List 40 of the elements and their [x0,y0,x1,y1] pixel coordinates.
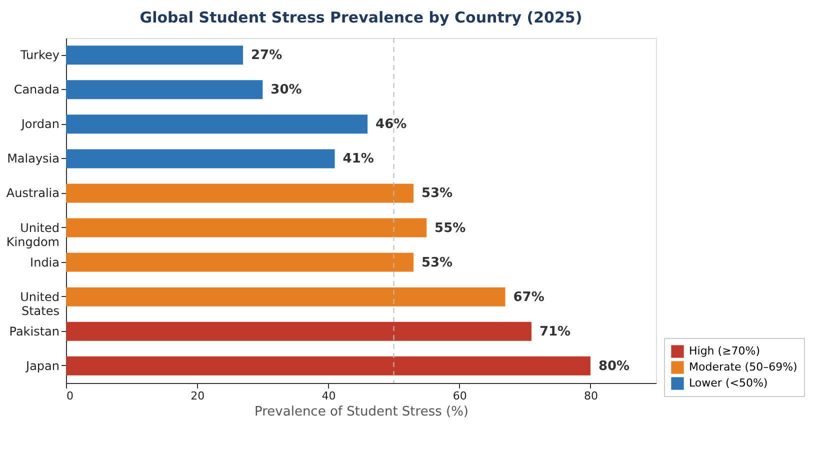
legend-label: High (≥70%) [689,344,760,358]
text: 67% [513,290,544,305]
bar [66,287,506,306]
bar [66,46,243,65]
text: 53% [421,186,453,202]
text: 80% [598,358,630,374]
y-tick-label: Japan [25,358,60,373]
x-axis-title: Prevalence of Student Stress (%) [254,404,469,420]
y-tick-label: United Kingdom [6,220,60,249]
text: 41% [342,152,374,167]
y-tick-label: United States [20,290,60,318]
bar [66,322,532,341]
y-tick-label: Canada [14,82,60,97]
y-tick-label: Malaysia [7,152,60,166]
y-tick-label: Australia [6,186,60,200]
bar [66,149,335,168]
y-tick-label: Pakistan [9,324,60,338]
y-tick-label: India [30,255,60,270]
bar [66,80,263,100]
legend-label: Moderate (50–69%) [689,360,798,374]
x-tick-label: 20 [190,390,205,402]
x-tick-label: 0 [66,390,74,402]
bar [66,184,414,203]
x-tick-label: 40 [322,390,336,402]
bar [66,218,427,238]
bar [66,114,368,134]
text: 30% [270,82,302,98]
x-tick-label: 60 [452,390,467,402]
text: 27% [251,48,282,64]
legend-label: Lower (<50%) [689,376,768,390]
text: 71% [539,324,571,340]
text: 46% [376,117,407,132]
bar [66,356,590,376]
text: 53% [421,255,453,270]
text: 55% [434,220,466,236]
chart-title: Global Student Stress Prevalence by Country (2025) [140,8,582,26]
y-tick-label: Turkey [19,48,60,62]
bar [66,252,414,272]
y-tick-label: Jordan [20,117,60,132]
x-tick-label: 80 [584,390,598,402]
